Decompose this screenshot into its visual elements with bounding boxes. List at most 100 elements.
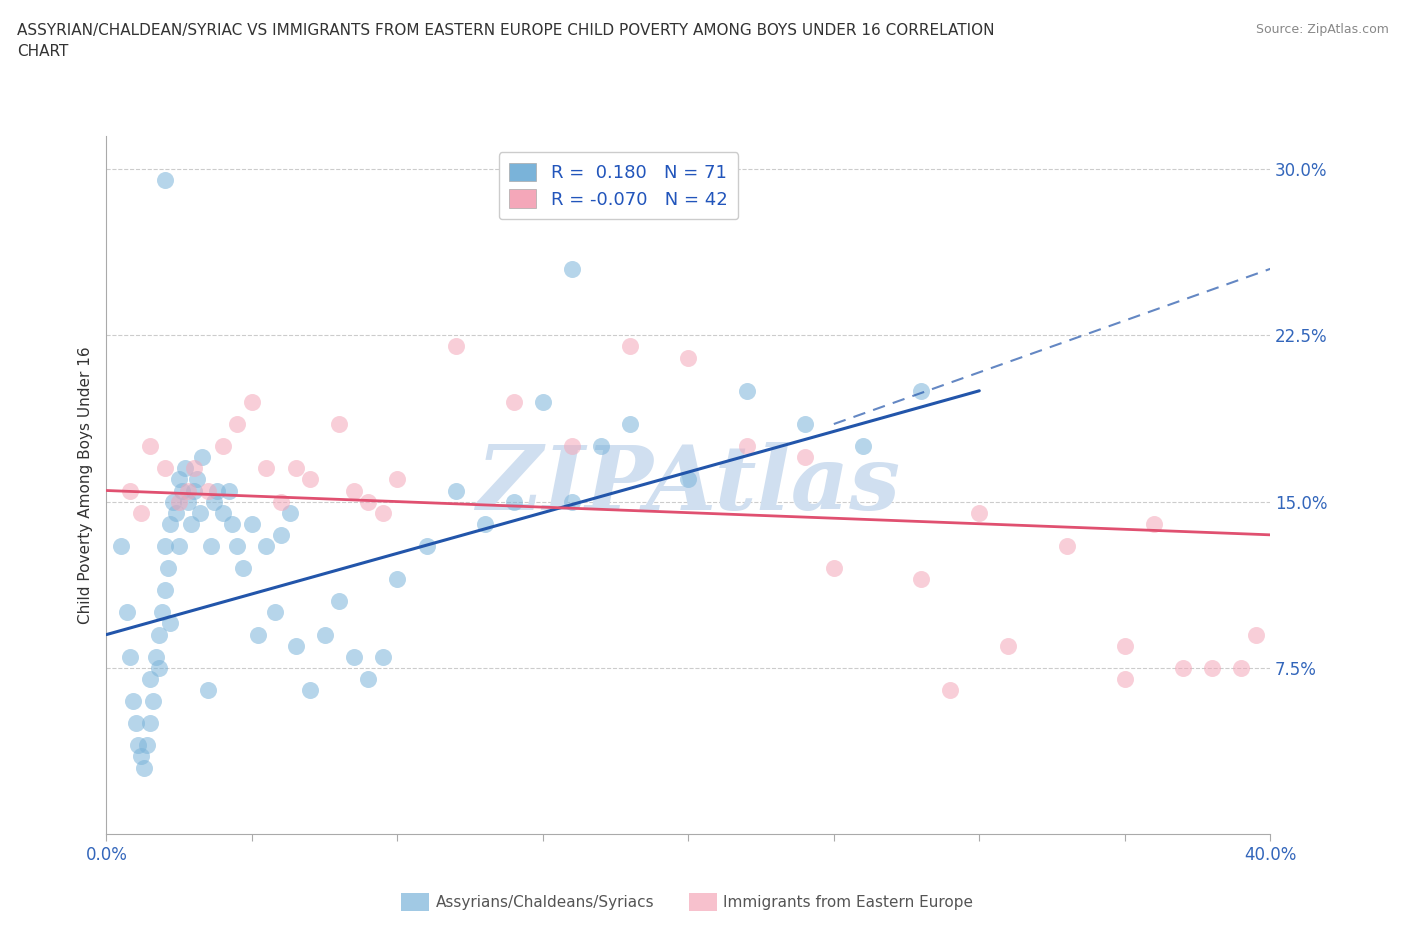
Point bbox=[148, 627, 170, 642]
Point bbox=[1056, 538, 1078, 553]
Point bbox=[142, 694, 165, 709]
Point bbox=[139, 671, 162, 686]
Point bbox=[186, 472, 208, 487]
Point bbox=[852, 439, 875, 454]
Point bbox=[177, 483, 200, 498]
Point bbox=[121, 694, 143, 709]
Point bbox=[531, 394, 554, 409]
Point bbox=[200, 538, 222, 553]
Point bbox=[148, 660, 170, 675]
Point bbox=[997, 638, 1019, 653]
Point bbox=[502, 394, 524, 409]
Point bbox=[183, 483, 205, 498]
Point bbox=[735, 383, 758, 398]
Point bbox=[145, 649, 167, 664]
Point bbox=[159, 616, 181, 631]
Point bbox=[270, 494, 292, 509]
Point bbox=[387, 472, 409, 487]
Point bbox=[939, 683, 962, 698]
Point bbox=[131, 505, 153, 520]
Point bbox=[188, 505, 211, 520]
Point bbox=[735, 439, 758, 454]
Point bbox=[910, 572, 932, 587]
Point bbox=[127, 737, 149, 752]
Point bbox=[110, 538, 132, 553]
Point bbox=[177, 494, 200, 509]
Point bbox=[183, 461, 205, 476]
Text: Source: ZipAtlas.com: Source: ZipAtlas.com bbox=[1256, 23, 1389, 36]
Point bbox=[278, 505, 301, 520]
Point bbox=[793, 450, 815, 465]
Point bbox=[226, 538, 249, 553]
Point bbox=[197, 683, 219, 698]
Point bbox=[314, 627, 336, 642]
Point bbox=[211, 505, 233, 520]
Point bbox=[256, 461, 278, 476]
Point bbox=[299, 683, 322, 698]
Point bbox=[343, 483, 366, 498]
Point bbox=[444, 483, 467, 498]
Point bbox=[823, 561, 845, 576]
Point bbox=[793, 417, 815, 432]
Point bbox=[284, 638, 307, 653]
Point bbox=[256, 538, 278, 553]
Point bbox=[174, 461, 197, 476]
Y-axis label: Child Poverty Among Boys Under 16: Child Poverty Among Boys Under 16 bbox=[79, 346, 93, 624]
Point bbox=[343, 649, 366, 664]
Point bbox=[591, 439, 613, 454]
Point bbox=[1114, 638, 1136, 653]
Point bbox=[115, 605, 138, 620]
Point bbox=[561, 494, 583, 509]
Point bbox=[910, 383, 932, 398]
Text: Assyrians/Chaldeans/Syriacs: Assyrians/Chaldeans/Syriacs bbox=[436, 895, 654, 910]
Text: ASSYRIAN/CHALDEAN/SYRIAC VS IMMIGRANTS FROM EASTERN EUROPE CHILD POVERTY AMONG B: ASSYRIAN/CHALDEAN/SYRIAC VS IMMIGRANTS F… bbox=[17, 23, 994, 60]
Point bbox=[162, 494, 184, 509]
Point bbox=[619, 184, 641, 199]
Point bbox=[131, 749, 153, 764]
Point bbox=[159, 516, 181, 531]
Point bbox=[153, 173, 176, 188]
Point bbox=[474, 516, 496, 531]
Point bbox=[264, 605, 287, 620]
Point bbox=[139, 439, 162, 454]
Point bbox=[415, 538, 437, 553]
Text: ZIPAtlas: ZIPAtlas bbox=[477, 442, 900, 528]
Text: Immigrants from Eastern Europe: Immigrants from Eastern Europe bbox=[723, 895, 973, 910]
Point bbox=[969, 505, 991, 520]
Point bbox=[619, 417, 641, 432]
Point bbox=[678, 350, 700, 365]
Point bbox=[197, 483, 219, 498]
Point bbox=[118, 483, 141, 498]
Point bbox=[153, 461, 176, 476]
Point bbox=[678, 472, 700, 487]
Point bbox=[371, 505, 394, 520]
Point bbox=[357, 494, 380, 509]
Point bbox=[124, 716, 146, 731]
Point bbox=[136, 737, 159, 752]
Point bbox=[270, 527, 292, 542]
Point bbox=[165, 505, 187, 520]
Point bbox=[226, 417, 249, 432]
Point bbox=[221, 516, 243, 531]
Point bbox=[139, 716, 162, 731]
Point bbox=[240, 394, 263, 409]
Point bbox=[191, 450, 214, 465]
Point bbox=[167, 538, 190, 553]
Point bbox=[561, 261, 583, 276]
Point bbox=[202, 494, 225, 509]
Point bbox=[150, 605, 173, 620]
Point bbox=[619, 339, 641, 354]
Point bbox=[218, 483, 240, 498]
Point bbox=[561, 439, 583, 454]
Point bbox=[328, 417, 350, 432]
Point bbox=[299, 472, 322, 487]
Point bbox=[153, 583, 176, 598]
Point bbox=[502, 494, 524, 509]
Point bbox=[180, 516, 202, 531]
Point bbox=[156, 561, 179, 576]
Point bbox=[1230, 660, 1253, 675]
Point bbox=[205, 483, 228, 498]
Point bbox=[167, 494, 190, 509]
Point bbox=[284, 461, 307, 476]
Point bbox=[357, 671, 380, 686]
